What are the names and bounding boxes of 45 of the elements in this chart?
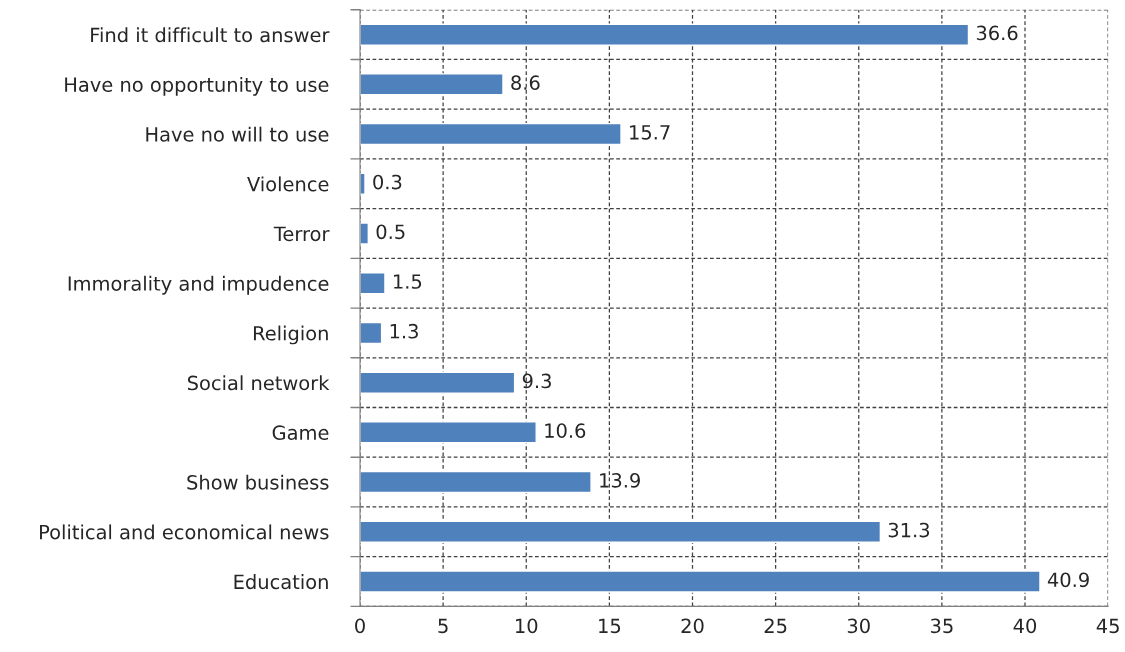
x-tick-label: 15 (599, 618, 621, 634)
bar (360, 371, 516, 394)
y-tick-label: Violence (247, 176, 329, 192)
data-label: 1.5 (394, 274, 422, 289)
data-label: 40.9 (1047, 572, 1089, 588)
y-tick-label: Find it difficult to answer (91, 27, 330, 43)
y-tick-label: Game (272, 425, 329, 441)
y-tick-label: Immorality and impudence (68, 275, 329, 295)
data-label: 13.9 (600, 473, 640, 488)
bar (360, 122, 622, 146)
y-tick-label: Show business (187, 474, 329, 490)
bar (360, 520, 882, 543)
bar (360, 23, 970, 46)
data-label: 31.3 (888, 522, 930, 538)
y-tick-label: Education (234, 574, 328, 590)
data-label: 15.7 (630, 125, 670, 140)
x-tick-label: 45 (1096, 618, 1119, 634)
bar (360, 421, 537, 444)
x-tick-label: 5 (438, 618, 448, 634)
x-tick-label: 30 (847, 618, 870, 634)
x-tick-label: 35 (930, 618, 953, 634)
data-label: 36.6 (976, 25, 1018, 41)
y-tick-label: Have no will to use (146, 126, 329, 142)
bar (360, 470, 592, 494)
y-tick-label: Social network (187, 375, 330, 391)
data-label: 1.3 (390, 323, 418, 339)
bar (360, 272, 386, 295)
bar (360, 570, 1041, 593)
y-tick-label: Terror (273, 226, 330, 242)
data-label: 0.5 (376, 224, 405, 240)
bar (360, 73, 504, 96)
data-label: 8.6 (511, 75, 540, 90)
x-tick-label: 20 (681, 618, 704, 634)
data-label: 9.3 (522, 373, 551, 389)
x-tick-label: 10 (516, 618, 538, 634)
x-tick-label: 0 (355, 618, 365, 634)
y-tick-label: Political and economical news (40, 524, 329, 540)
y-tick-label: Have no opportunity to use (65, 76, 329, 96)
x-tick-label: 40 (1013, 618, 1037, 634)
y-tick-label: Religion (253, 325, 328, 345)
bar (360, 222, 370, 245)
data-label: 10.6 (545, 423, 586, 438)
data-label: 0.3 (373, 174, 402, 190)
x-tick-label: 25 (764, 618, 787, 634)
bar (360, 321, 383, 345)
